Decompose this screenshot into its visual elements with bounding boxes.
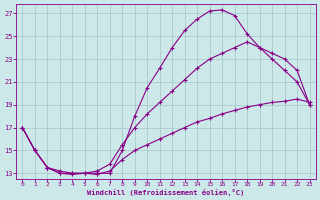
X-axis label: Windchill (Refroidissement éolien,°C): Windchill (Refroidissement éolien,°C) bbox=[87, 189, 244, 196]
